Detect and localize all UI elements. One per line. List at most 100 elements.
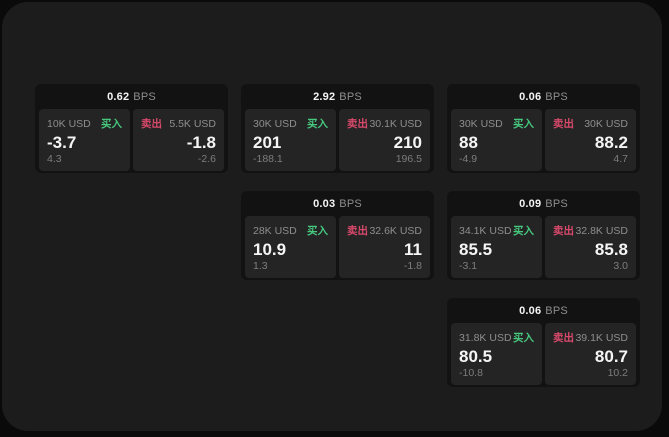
buy-size-label: 31.8K USD: [459, 331, 512, 344]
sell-size-label: 39.1K USD: [575, 331, 628, 344]
buy-side-label: 买入: [513, 332, 534, 344]
sell-delta: -2.6: [197, 153, 216, 166]
sell-price: -1.8: [186, 133, 216, 152]
sell-delta: 3.0: [613, 260, 628, 273]
sell-price: 210: [393, 133, 422, 152]
bps-value: 0.06: [519, 304, 542, 317]
buy-price: 85.5: [459, 240, 493, 259]
sell-panel[interactable]: 卖出 32.8K USD 85.8 3.0: [545, 216, 636, 279]
buy-price: 201: [253, 133, 282, 152]
buy-side-label: 买入: [513, 118, 534, 130]
sell-side-label: 卖出: [553, 332, 574, 344]
card-header: 0.62 BPS: [35, 84, 228, 109]
sell-panel[interactable]: 卖出 5.5K USD -1.8 -2.6: [133, 109, 224, 172]
buy-panel-top: 28K USD 买入: [253, 223, 328, 238]
bps-card: 0.09 BPS 34.1K USD 买入 85.5 -3.1 卖出 32.8K…: [447, 191, 640, 280]
card-panels: 31.8K USD 买入 80.5 -10.8 卖出 39.1K USD 80.…: [447, 323, 640, 389]
bps-card: 0.62 BPS 10K USD 买入 -3.7 4.3 卖出 5.5K USD…: [35, 84, 228, 173]
buy-side-label: 买入: [307, 118, 328, 130]
sell-delta: 4.7: [613, 153, 628, 166]
card-panels: 10K USD 买入 -3.7 4.3 卖出 5.5K USD -1.8 -2.…: [35, 109, 228, 175]
bps-card: 0.06 BPS 30K USD 买入 88 -4.9 卖出 30K USD 8…: [447, 84, 640, 173]
bps-card: 2.92 BPS 30K USD 买入 201 -188.1 卖出 30.1K …: [241, 84, 434, 173]
buy-delta: -3.1: [459, 260, 478, 273]
buy-panel[interactable]: 28K USD 买入 10.9 1.3: [245, 216, 336, 279]
sell-side-label: 卖出: [347, 118, 368, 130]
buy-panel[interactable]: 31.8K USD 买入 80.5 -10.8: [451, 323, 542, 386]
sell-panel-top: 卖出 30.1K USD: [347, 116, 422, 131]
sell-panel-top: 卖出 32.8K USD: [553, 223, 628, 238]
buy-delta: -10.8: [459, 367, 483, 380]
sell-delta: 196.5: [395, 153, 422, 166]
app-window: 0.62 BPS 10K USD 买入 -3.7 4.3 卖出 5.5K USD…: [2, 2, 662, 431]
bps-unit-label: BPS: [545, 197, 568, 210]
bps-unit-label: BPS: [545, 90, 568, 103]
buy-delta: 4.3: [47, 153, 62, 166]
cards-grid: 0.62 BPS 10K USD 买入 -3.7 4.3 卖出 5.5K USD…: [35, 84, 640, 387]
bps-unit-label: BPS: [339, 90, 362, 103]
sell-price: 80.7: [594, 347, 628, 366]
buy-side-label: 买入: [101, 118, 122, 130]
sell-panel[interactable]: 卖出 32.6K USD 11 -1.8: [339, 216, 430, 279]
sell-panel[interactable]: 卖出 39.1K USD 80.7 10.2: [545, 323, 636, 386]
sell-panel[interactable]: 卖出 30K USD 88.2 4.7: [545, 109, 636, 172]
buy-panel-top: 34.1K USD 买入: [459, 223, 534, 238]
buy-size-label: 30K USD: [459, 117, 503, 130]
buy-side-label: 买入: [513, 225, 534, 237]
buy-panel[interactable]: 10K USD 买入 -3.7 4.3: [39, 109, 130, 172]
buy-panel-top: 30K USD 买入: [253, 116, 328, 131]
buy-price: 10.9: [253, 240, 287, 259]
card-panels: 28K USD 买入 10.9 1.3 卖出 32.6K USD 11 -1.8: [241, 216, 434, 282]
buy-panel[interactable]: 34.1K USD 买入 85.5 -3.1: [451, 216, 542, 279]
buy-panel-top: 30K USD 买入: [459, 116, 534, 131]
buy-price: 88: [459, 133, 478, 152]
buy-delta: -188.1: [253, 153, 283, 166]
sell-size-label: 30.1K USD: [369, 117, 422, 130]
sell-delta: 10.2: [607, 367, 628, 380]
card-header: 0.09 BPS: [447, 191, 640, 216]
buy-panel-top: 10K USD 买入: [47, 116, 122, 131]
bps-value: 2.92: [313, 90, 336, 103]
sell-size-label: 30K USD: [584, 117, 628, 130]
card-panels: 30K USD 买入 88 -4.9 卖出 30K USD 88.2 4.7: [447, 109, 640, 175]
buy-panel[interactable]: 30K USD 买入 88 -4.9: [451, 109, 542, 172]
buy-panel-top: 31.8K USD 买入: [459, 330, 534, 345]
sell-size-label: 5.5K USD: [169, 117, 216, 130]
buy-size-label: 28K USD: [253, 224, 297, 237]
sell-size-label: 32.8K USD: [575, 224, 628, 237]
sell-panel-top: 卖出 39.1K USD: [553, 330, 628, 345]
buy-delta: 1.3: [253, 260, 268, 273]
sell-price: 11: [404, 240, 422, 259]
sell-size-label: 32.6K USD: [369, 224, 422, 237]
bps-card: 0.06 BPS 31.8K USD 买入 80.5 -10.8 卖出 39.1…: [447, 298, 640, 387]
bps-unit-label: BPS: [133, 90, 156, 103]
card-header: 2.92 BPS: [241, 84, 434, 109]
bps-value: 0.62: [107, 90, 130, 103]
bps-value: 0.09: [519, 197, 542, 210]
buy-delta: -4.9: [459, 153, 478, 166]
card-header: 0.06 BPS: [447, 84, 640, 109]
buy-price: -3.7: [47, 133, 77, 152]
bps-value: 0.03: [313, 197, 336, 210]
buy-size-label: 30K USD: [253, 117, 297, 130]
sell-price: 85.8: [594, 240, 628, 259]
card-panels: 34.1K USD 买入 85.5 -3.1 卖出 32.8K USD 85.8…: [447, 216, 640, 282]
buy-panel[interactable]: 30K USD 买入 201 -188.1: [245, 109, 336, 172]
sell-panel-top: 卖出 32.6K USD: [347, 223, 422, 238]
sell-delta: -1.8: [403, 260, 422, 273]
buy-size-label: 34.1K USD: [459, 224, 512, 237]
sell-price: 88.2: [594, 133, 628, 152]
buy-price: 80.5: [459, 347, 493, 366]
bps-value: 0.06: [519, 90, 542, 103]
sell-panel-top: 卖出 30K USD: [553, 116, 628, 131]
bps-card: 0.03 BPS 28K USD 买入 10.9 1.3 卖出 32.6K US…: [241, 191, 434, 280]
card-header: 0.03 BPS: [241, 191, 434, 216]
sell-side-label: 卖出: [347, 225, 368, 237]
sell-side-label: 卖出: [553, 118, 574, 130]
buy-size-label: 10K USD: [47, 117, 91, 130]
sell-panel[interactable]: 卖出 30.1K USD 210 196.5: [339, 109, 430, 172]
bps-unit-label: BPS: [339, 197, 362, 210]
card-header: 0.06 BPS: [447, 298, 640, 323]
sell-side-label: 卖出: [141, 118, 162, 130]
sell-side-label: 卖出: [553, 225, 574, 237]
